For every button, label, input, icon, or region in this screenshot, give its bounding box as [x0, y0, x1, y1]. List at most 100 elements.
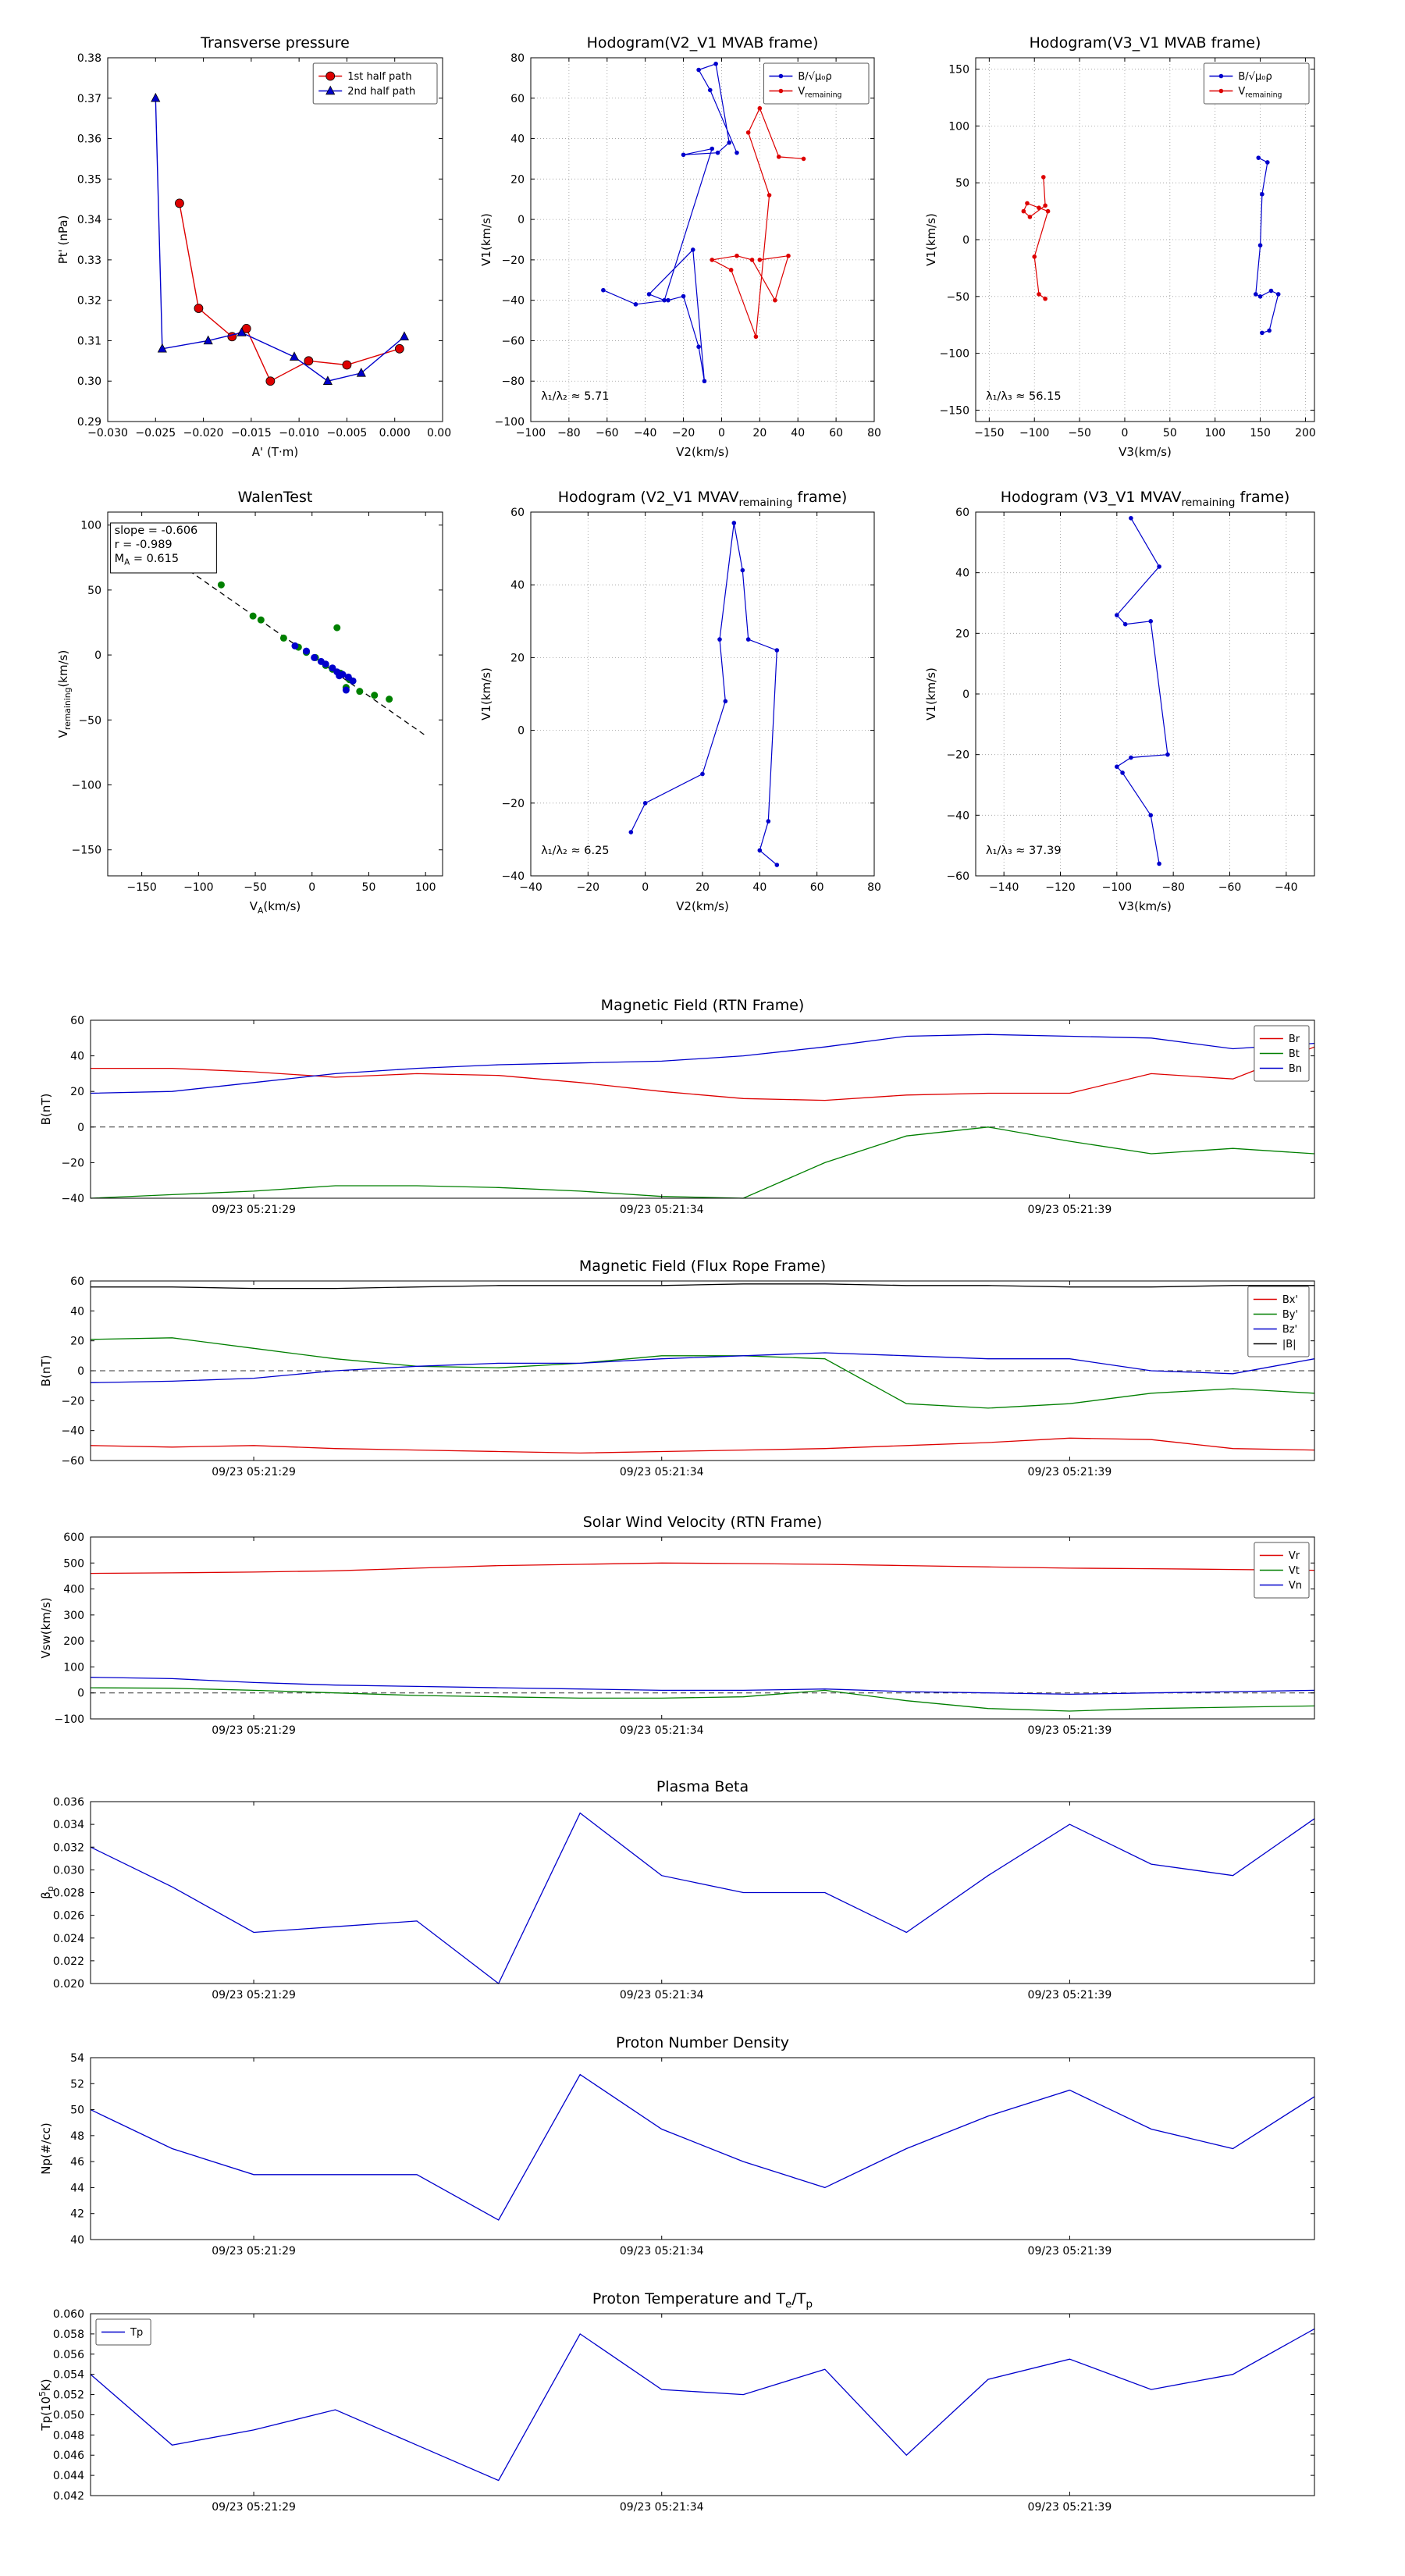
- svg-text:Tp: Tp: [130, 2327, 143, 2339]
- svg-text:Vt: Vt: [1289, 1565, 1300, 1577]
- plot-hodogram-v3v1-mvav: −140 −120 −100 −80 −60 −40 −60 −40 −20 0 20 40 60 Hod…: [919, 479, 1324, 916]
- svg-text:−100: −100: [516, 427, 546, 439]
- svg-text:50: 50: [70, 2105, 84, 2117]
- svg-text:300: 300: [63, 1610, 84, 1622]
- svg-text:V2(km/s): V2(km/s): [676, 445, 729, 459]
- svg-text:20: 20: [752, 427, 767, 439]
- svg-text:Tp(105K): Tp(105K): [37, 2379, 53, 2431]
- svg-text:Magnetic Field (RTN Frame): Magnetic Field (RTN Frame): [601, 997, 805, 1014]
- svg-text:V2(km/s): V2(km/s): [676, 899, 729, 913]
- svg-text:−0.015: −0.015: [231, 427, 272, 439]
- svg-text:−120: −120: [1045, 881, 1075, 894]
- magnetic-field-rtn-svg: 09/23 05:21:29 09/23 05:21:34 09/23 05:21:…: [39, 997, 1315, 1216]
- svg-text:09/23 05:21:39: 09/23 05:21:39: [1028, 1724, 1112, 1737]
- svg-text:600: 600: [63, 1532, 84, 1544]
- svg-text:0.36: 0.36: [77, 133, 101, 146]
- svg-text:−20: −20: [501, 254, 525, 267]
- svg-text:09/23 05:21:34: 09/23 05:21:34: [620, 2245, 704, 2258]
- svg-text:09/23 05:21:29: 09/23 05:21:29: [212, 1724, 296, 1737]
- plot-hodogram-v3v1-mvab: −150 −100 −50 0 50 100 150 200 −150 −100 −50 0 50 100…: [919, 25, 1324, 462]
- svg-text:−60: −60: [501, 335, 525, 347]
- svg-text:−50: −50: [78, 714, 101, 727]
- svg-text:−20: −20: [672, 427, 695, 439]
- svg-text:B(nT): B(nT): [39, 1355, 53, 1387]
- svg-text:B(nT): B(nT): [39, 1094, 53, 1126]
- svg-text:−100: −100: [72, 780, 101, 792]
- svg-text:09/23 05:21:39: 09/23 05:21:39: [1028, 1466, 1112, 1478]
- svg-text:−40: −40: [501, 870, 525, 883]
- svg-text:|B|: |B|: [1282, 1339, 1297, 1350]
- plot-walen-test: −150 −100 −50 0 50 100 −150 −100 −50 0 50 100 WalenT…: [52, 479, 452, 916]
- svg-text:0.024: 0.024: [53, 1933, 84, 1945]
- svg-text:0.000: 0.000: [379, 427, 411, 439]
- svg-text:Hodogram (V3_V1 MVAVremaining: Hodogram (V3_V1 MVAVremaining frame): [1001, 489, 1290, 509]
- svg-text:40: 40: [955, 568, 969, 580]
- svg-text:Pt' (nPa): Pt' (nPa): [56, 215, 70, 265]
- svg-text:−100: −100: [183, 881, 213, 894]
- transverse-pressure-svg: −0.030 −0.025 −0.020 −0.015 −0.010 −0.005 0.00…: [56, 34, 452, 459]
- svg-text:−150: −150: [940, 404, 969, 417]
- svg-text:0: 0: [94, 649, 101, 662]
- svg-text:09/23 05:21:39: 09/23 05:21:39: [1028, 2245, 1112, 2258]
- svg-text:0.35: 0.35: [77, 173, 101, 186]
- svg-text:40: 40: [510, 133, 525, 146]
- svg-text:Transverse pressure: Transverse pressure: [200, 34, 350, 52]
- svg-text:0: 0: [718, 427, 725, 439]
- svg-text:09/23 05:21:29: 09/23 05:21:29: [212, 1989, 296, 2001]
- svg-text:Vremaining: Vremaining: [1238, 86, 1282, 99]
- svg-text:0.048: 0.048: [53, 2429, 84, 2442]
- svg-text:60: 60: [70, 1015, 84, 1027]
- svg-text:100: 100: [80, 520, 101, 532]
- plot-hodogram-v2v1-mvav: −40 −20 0 20 40 60 80 −40 −20 0 20 40 60 Hodogram (V2…: [475, 479, 884, 916]
- svg-text:−150: −150: [72, 845, 101, 857]
- svg-text:−0.025: −0.025: [135, 427, 176, 439]
- proton-density-svg: 09/23 05:21:29 09/23 05:21:34 09/23 05:21:…: [39, 2034, 1315, 2258]
- plot-transverse-pressure: −0.030 −0.025 −0.020 −0.015 −0.010 −0.005 0.00…: [52, 25, 452, 462]
- svg-text:40: 40: [752, 881, 767, 894]
- svg-text:0.050: 0.050: [53, 2409, 84, 2421]
- svg-text:0: 0: [77, 1122, 84, 1134]
- svg-text:0.058: 0.058: [53, 2329, 84, 2341]
- svg-text:B/√μ₀ρ: B/√μ₀ρ: [798, 71, 831, 83]
- svg-text:50: 50: [955, 177, 969, 190]
- svg-text:60: 60: [810, 881, 824, 894]
- svg-text:0.056: 0.056: [53, 2349, 84, 2361]
- svg-text:52: 52: [70, 2078, 84, 2090]
- svg-text:80: 80: [867, 427, 881, 439]
- plot-plasma-beta: 09/23 05:21:29 09/23 05:21:34 09/23 05:21:…: [32, 1772, 1326, 2007]
- svg-text:0: 0: [518, 725, 525, 738]
- svg-text:20: 20: [70, 1336, 84, 1348]
- svg-text:0.34: 0.34: [77, 214, 101, 226]
- svg-text:−50: −50: [946, 291, 969, 304]
- svg-text:50: 50: [1163, 427, 1177, 439]
- walen-test-svg: −150 −100 −50 0 50 100 −150 −100 −50 0 50 100 WalenT…: [56, 489, 443, 916]
- svg-text:Bt: Bt: [1289, 1048, 1300, 1060]
- svg-text:r = -0.989: r = -0.989: [115, 539, 173, 551]
- svg-text:Bx': Bx': [1282, 1294, 1298, 1306]
- svg-text:0.028: 0.028: [53, 1888, 84, 1900]
- svg-text:−60: −60: [61, 1455, 84, 1468]
- svg-text:−60: −60: [596, 427, 619, 439]
- svg-text:slope = -0.606: slope = -0.606: [115, 525, 198, 537]
- svg-text:60: 60: [510, 507, 525, 519]
- hodogram-v3v1-mvav-svg: −140 −120 −100 −80 −60 −40 −60 −40 −20 0 20 40 60 Hod…: [924, 489, 1315, 913]
- svg-text:09/23 05:21:39: 09/23 05:21:39: [1028, 1204, 1112, 1216]
- svg-text:Hodogram(V2_V1 MVAB frame): Hodogram(V2_V1 MVAB frame): [587, 34, 819, 52]
- svg-text:80: 80: [867, 881, 881, 894]
- svg-text:−60: −60: [946, 870, 969, 883]
- svg-text:40: 40: [70, 2234, 84, 2247]
- svg-text:Proton Temperature and Te/Tp: Proton Temperature and Te/Tp: [592, 2290, 813, 2311]
- svg-text:0: 0: [518, 214, 525, 226]
- svg-text:40: 40: [70, 1051, 84, 1063]
- svg-text:−100: −100: [55, 1713, 84, 1726]
- svg-text:Vn: Vn: [1289, 1580, 1302, 1592]
- svg-text:−20: −20: [501, 798, 525, 810]
- svg-text:20: 20: [70, 1086, 84, 1098]
- svg-text:200: 200: [1295, 427, 1316, 439]
- svg-text:40: 40: [791, 427, 805, 439]
- svg-text:20: 20: [955, 628, 969, 640]
- plot-hodogram-v2v1-mvab: −100 −80 −60 −40 −20 0 20 40 60 80 −100 −80 −60 −40 −2…: [475, 25, 884, 462]
- svg-text:44: 44: [70, 2182, 84, 2194]
- svg-text:Magnetic Field (Flux Rope Fram: Magnetic Field (Flux Rope Frame): [579, 1258, 826, 1275]
- svg-text:09/23 05:21:29: 09/23 05:21:29: [212, 1204, 296, 1216]
